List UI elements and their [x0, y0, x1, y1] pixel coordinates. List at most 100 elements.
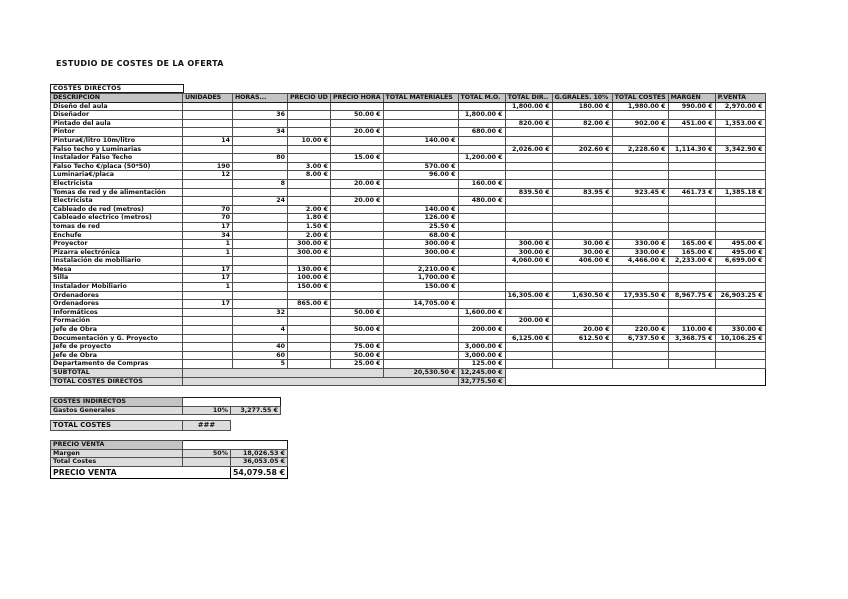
precio-venta-final-row: PRECIO VENTA 54,079.58 € [50, 465, 289, 479]
cell-p-venta [714, 127, 766, 137]
cell-total-materiales: 14,705.00 € [382, 299, 459, 309]
cell-descripcion: Cableado electrico (metros) [50, 213, 183, 223]
cell-total-dir [504, 170, 553, 180]
precio-venta-table: PRECIO VENTA Margen 50% 18,026.53 € Total Co… [50, 440, 289, 479]
cell-total-materiales: 300.00 € [382, 247, 459, 258]
cell-total-mo [457, 239, 506, 249]
column-header-total-materiales: TOTAL MATERIALES [382, 93, 459, 103]
cell-horas [232, 221, 288, 232]
cell-margen [667, 161, 716, 172]
cell-precio-ud: 3.00 € [287, 161, 331, 172]
cell-horas [232, 239, 288, 249]
table-row: Ordenadores 17 865.00 € 14,705.00 € [50, 299, 766, 309]
cell-total-mo [457, 170, 506, 180]
cell-descripcion: Instalador Mobiliario [50, 282, 183, 292]
cell-total-dir: 2,026.00 € [504, 144, 553, 155]
cell-margen [667, 127, 716, 137]
cell-unidades: 1 [182, 247, 233, 258]
cell-total-materiales [382, 127, 459, 137]
cell-precio-hora: 20.00 € [330, 127, 384, 137]
cell-p-venta [714, 153, 766, 163]
cell-total-mo: 1,200.00 € [457, 153, 506, 163]
cell-p-venta [714, 178, 766, 189]
table-row: Jefe de Obra 60 50.00 € 3,000.00 € [50, 350, 766, 361]
cell-total-dir [504, 135, 553, 146]
cell-descripcion: Formación [50, 316, 183, 327]
cell-g-grales-10: 1,630.50 € [551, 290, 613, 301]
cell-p-venta [714, 213, 766, 223]
cell-precio-ud: 100.00 € [287, 273, 331, 284]
cell-precio-hora [330, 239, 384, 249]
cell-subtotal-total-materiales: 20,530.50 € [382, 368, 459, 378]
cell-total-costes [611, 307, 669, 318]
table-row: Enchufe 34 2.00 € 68.00 € [50, 230, 766, 241]
cell-margen [667, 342, 716, 352]
cell-total-materiales: 140.00 € [382, 135, 459, 146]
cell-precio-ud [287, 144, 331, 155]
cell-total-costes [611, 170, 669, 180]
cell-horas [232, 170, 288, 180]
cell-total-costes [611, 264, 669, 275]
cell-margen [667, 213, 716, 223]
cell-total-mo [457, 135, 506, 146]
cell-precio-ud: 2.00 € [287, 230, 331, 241]
cell-total-mo [457, 247, 506, 258]
section-label-precio-venta: PRECIO VENTA [50, 440, 183, 450]
cell-g-grales-10 [551, 316, 613, 327]
cell-unidades [182, 350, 233, 361]
cell-horas [232, 282, 288, 292]
cell-p-venta [714, 359, 766, 369]
cell-total-mo [457, 101, 506, 112]
cell-descripcion: Ordenadores [50, 290, 183, 301]
table-row: Pintor 34 20.00 € 680.00 € [50, 127, 766, 137]
cell-total-costes [611, 350, 669, 361]
cell-margen: 3,368.75 € [667, 333, 716, 344]
table-row: Jefe de Obra 4 50.00 € 200.00 € 20.00 €220.0… [50, 325, 766, 335]
cell-descripcion: Electricista [50, 178, 183, 189]
cell-precio-hora [330, 247, 384, 258]
cell-descripcion: Instalación de mobiliario [50, 256, 183, 266]
cell-horas [232, 161, 288, 172]
cell-horas [232, 144, 288, 155]
cell-unidades: 17 [182, 264, 233, 275]
table-row: Pintura€/litro 10m/litro 14 10.00 € 140.00 … [50, 135, 766, 146]
cell-unidades: 34 [182, 230, 233, 241]
cell-margen [667, 196, 716, 206]
cell-p-venta [714, 264, 766, 275]
cell-precio-hora [330, 282, 384, 292]
cell-descripcion: Jefe de Obra [50, 350, 183, 361]
cell-total-costes [611, 230, 669, 241]
cell-unidades [182, 325, 233, 335]
cell-unidades: 1 [182, 282, 233, 292]
cell-margen: 1,114.30 € [667, 144, 716, 155]
cell-precio-hora: 50.00 € [330, 110, 384, 120]
cell-precio-hora [330, 333, 384, 344]
cell-horas [232, 230, 288, 241]
cell-g-grales-10 [551, 342, 613, 352]
cell-unidades: 14 [182, 135, 233, 146]
cell-total-costes [611, 153, 669, 163]
cell-precio-ud [287, 118, 331, 129]
cell-p-venta [714, 170, 766, 180]
cell-g-grales-10: 612.50 € [551, 333, 613, 344]
cell-descripcion: Diseño del aula [50, 101, 183, 112]
cell-horas: 80 [232, 153, 288, 163]
cell-total-dir: 4,060.00 € [504, 256, 553, 266]
cell-total-mo [457, 187, 506, 198]
cell-unidades: 70 [182, 204, 233, 215]
cell-precio-hora [330, 264, 384, 275]
column-header-horas: HORAS... [232, 93, 288, 103]
cell-unidades [182, 196, 233, 206]
cell-horas [232, 204, 288, 215]
cell-total-dir [504, 282, 553, 292]
table-row: Jefe de proyecto 40 75.00 € 3,000.00 € [50, 342, 766, 352]
cell-total-dir [504, 342, 553, 352]
cell-total-costes [611, 178, 669, 189]
cell-total-dir [504, 110, 553, 120]
cell-g-grales-10: 83.95 € [551, 187, 613, 198]
cell-precio-hora: 50.00 € [330, 325, 384, 335]
cell-unidades: 190 [182, 161, 233, 172]
cell-total-costes: 4,466.00 € [611, 256, 669, 266]
cell-total-materiales: 25.50 € [382, 221, 459, 232]
cell-g-grales-10 [551, 204, 613, 215]
